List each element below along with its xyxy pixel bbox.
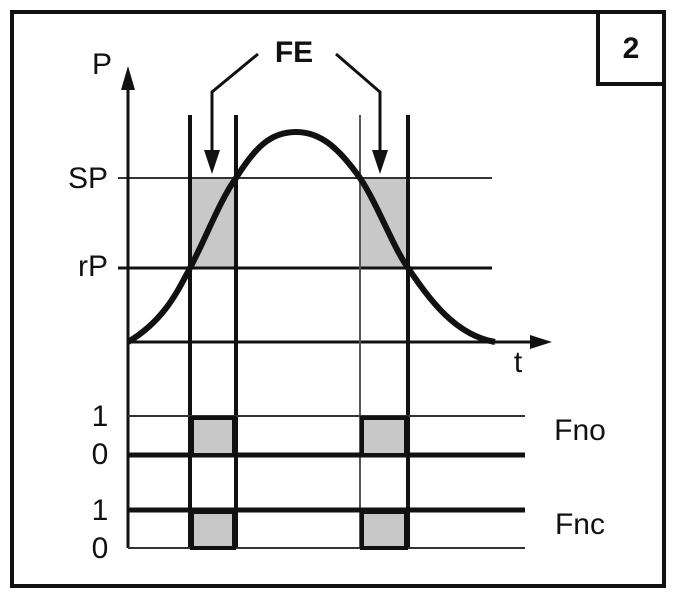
frame [10,10,666,588]
signal-pulse [190,510,236,550]
sp-label: SP [68,162,108,195]
fe-arrowhead [372,150,388,174]
rp-label: rP [78,250,108,283]
fe-arrowhead [204,150,220,174]
high-label: 1 [92,400,109,433]
signal-pulse [360,510,408,550]
pressure-curve [126,128,496,345]
badge-box [596,10,666,86]
low-label: 0 [92,532,109,565]
y-axis-label: P [92,48,112,81]
x-axis-label: t [514,346,523,379]
signal-pulse [360,416,408,457]
fe-arrow [335,52,382,158]
signal-pulse [190,416,236,457]
badge: 2 [623,32,640,65]
fe-label: FE [275,36,313,69]
fe-arrow [210,52,259,158]
output-name: Fno [554,414,606,447]
output-name: Fnc [555,508,605,541]
high-label: 1 [92,494,109,527]
axis-arrow [121,66,135,90]
axis-arrow [530,335,552,349]
low-label: 0 [92,438,109,471]
